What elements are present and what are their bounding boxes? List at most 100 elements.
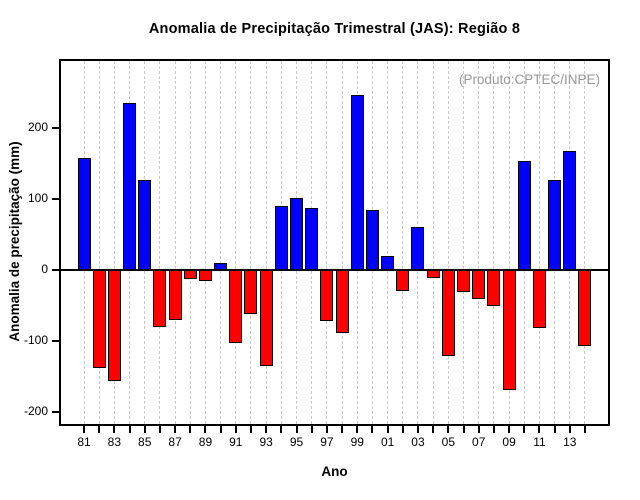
x-tick-label-09: 09 (502, 435, 516, 449)
gridline-14 (584, 61, 586, 424)
bar-91 (229, 270, 243, 344)
bar-93 (259, 270, 273, 366)
bar-05 (441, 270, 455, 356)
gridline-91 (235, 61, 237, 424)
gridline-90 (220, 61, 222, 424)
y-tick-label-0: 0 (41, 262, 48, 276)
bar-83 (107, 270, 121, 382)
x-tick-label-03: 03 (411, 435, 425, 449)
chart-title: Anomalia de Precipitação Trimestral (JAS… (148, 21, 521, 37)
gridline-98 (341, 61, 343, 424)
bar-89 (198, 270, 212, 281)
gridline-86 (159, 61, 161, 424)
zero-baseline (61, 269, 608, 271)
bar-09 (502, 270, 516, 390)
y-tick--200 (52, 411, 59, 413)
x-tick-81 (83, 426, 85, 433)
x-tick-01 (386, 426, 389, 433)
bar-84 (123, 103, 137, 270)
x-tick-12 (553, 426, 556, 433)
bar-04 (426, 270, 440, 278)
x-tick-99 (356, 426, 359, 433)
x-tick-94 (280, 426, 283, 433)
x-tick-label-99: 99 (350, 435, 364, 449)
x-tick-95 (295, 426, 298, 433)
x-tick-87 (174, 426, 177, 433)
gridline-83 (113, 61, 115, 424)
bar-07 (472, 270, 486, 300)
bar-99 (350, 94, 364, 270)
x-tick-label-05: 05 (441, 435, 456, 449)
x-tick-82 (98, 426, 101, 433)
x-tick-label-95: 95 (289, 435, 304, 449)
bar-92 (244, 270, 258, 315)
plot-area (61, 61, 608, 424)
x-tick-label-97: 97 (320, 435, 334, 449)
source-annotation: (Produto:CPTEC/INPE) (458, 72, 600, 87)
bar-98 (335, 270, 349, 334)
gridline-89 (204, 61, 206, 424)
gridline-88 (189, 61, 191, 424)
bar-00 (365, 209, 379, 270)
y-tick-label--100: -100 (23, 333, 48, 347)
y-tick-200 (52, 127, 59, 129)
bar-14 (578, 270, 592, 346)
x-tick-84 (128, 426, 131, 433)
bar-97 (320, 270, 334, 322)
gridline-02 (402, 61, 404, 424)
bar-01 (381, 255, 395, 270)
gridline-93 (265, 61, 267, 424)
x-tick-label-87: 87 (168, 435, 182, 449)
x-tick-88 (189, 426, 192, 433)
y-tick-label--200: -200 (23, 404, 48, 418)
x-tick-11 (538, 426, 541, 433)
bar-13 (563, 150, 577, 270)
x-tick-09 (508, 426, 511, 433)
bar-88 (183, 270, 197, 279)
bar-86 (153, 270, 167, 327)
y-tick-0 (52, 269, 59, 271)
x-tick-04 (432, 426, 435, 433)
bar-96 (305, 207, 319, 270)
x-tick-14 (583, 426, 586, 433)
bar-10 (517, 161, 531, 270)
x-tick-label-89: 89 (198, 435, 213, 449)
x-tick-06 (462, 426, 465, 433)
x-tick-label-07: 07 (472, 435, 486, 449)
bar-02 (396, 270, 410, 291)
bar-81 (77, 157, 91, 270)
x-tick-92 (249, 426, 252, 433)
y-tick-100 (52, 198, 59, 200)
y-tick--100 (52, 340, 59, 342)
gridline-06 (463, 61, 465, 424)
x-tick-label-83: 83 (107, 435, 122, 449)
x-tick-08 (492, 426, 495, 433)
y-tick-label-200: 200 (27, 120, 48, 134)
x-axis-label: Ano (321, 464, 348, 479)
x-tick-label-93: 93 (259, 435, 273, 449)
bar-94 (274, 206, 288, 270)
x-tick-label-11: 11 (533, 435, 546, 449)
bar-03 (411, 226, 425, 270)
x-tick-00 (371, 426, 374, 433)
plot-area-border (59, 59, 610, 426)
bar-12 (548, 179, 562, 270)
x-tick-label-91: 91 (229, 435, 243, 449)
x-tick-10 (523, 426, 526, 433)
x-tick-91 (234, 426, 237, 433)
gridline-05 (447, 61, 449, 424)
x-tick-label-85: 85 (138, 435, 152, 449)
gridline-92 (250, 61, 252, 424)
gridline-09 (508, 61, 510, 424)
x-tick-90 (219, 426, 222, 433)
x-tick-05 (447, 426, 450, 433)
bar-08 (487, 270, 501, 307)
gridline-08 (493, 61, 495, 424)
gridline-01 (387, 61, 389, 424)
x-tick-07 (477, 426, 480, 433)
x-tick-label-01: 01 (380, 435, 395, 449)
x-tick-label-81: 81 (77, 435, 91, 449)
gridline-87 (174, 61, 176, 424)
gridline-11 (538, 61, 540, 424)
